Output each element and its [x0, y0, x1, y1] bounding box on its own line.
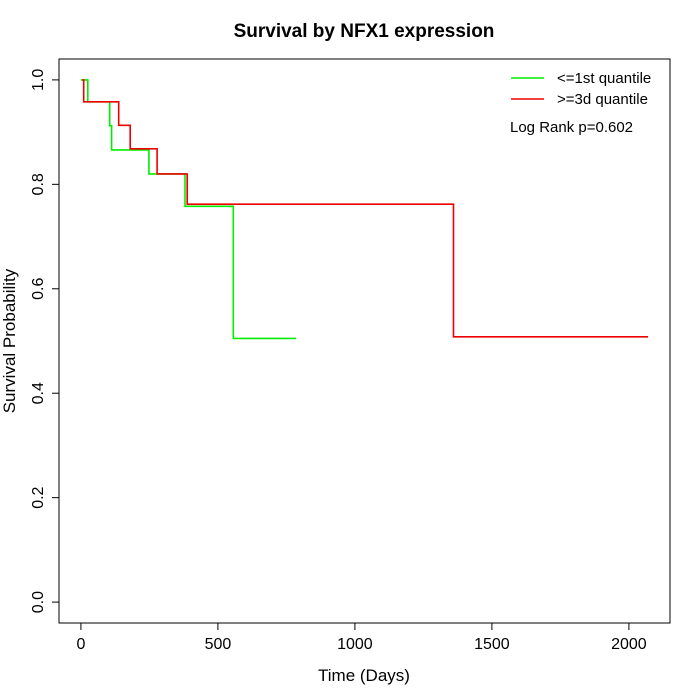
- x-tick-label: 1500: [474, 636, 510, 653]
- y-tick-label: 0.2: [30, 486, 47, 508]
- y-tick-label: 0.8: [30, 173, 47, 195]
- series-line-1: [80, 79, 296, 340]
- legend-label-2: >=3d quantile: [557, 91, 648, 108]
- chart-title: Survival by NFX1 expression: [234, 21, 495, 42]
- x-axis-label: Time (Days): [318, 666, 410, 685]
- log-rank-annotation: Log Rank p=0.602: [510, 119, 633, 136]
- y-axis: 0.0 0.2 0.4 0.6 0.8 1.0: [30, 69, 59, 613]
- plot-frame: [58, 58, 671, 624]
- y-tick-label: 0.0: [30, 591, 47, 613]
- legend: <=1st quantile >=3d quantile: [511, 70, 651, 108]
- x-tick-label: 0: [76, 636, 85, 653]
- x-tick-label: 500: [205, 636, 232, 653]
- y-tick-label: 1.0: [30, 69, 47, 91]
- x-axis: 0 500 1000 1500 2000: [76, 623, 647, 653]
- y-tick-label: 0.6: [30, 278, 47, 300]
- y-axis-label: Survival Probability: [0, 268, 19, 413]
- x-tick-label: 1000: [337, 636, 373, 653]
- series-line-2: [82, 79, 649, 338]
- legend-label-1: <=1st quantile: [557, 70, 651, 87]
- series-layer: [80, 79, 649, 340]
- x-tick-label: 2000: [611, 636, 647, 653]
- y-tick-label: 0.4: [30, 382, 47, 404]
